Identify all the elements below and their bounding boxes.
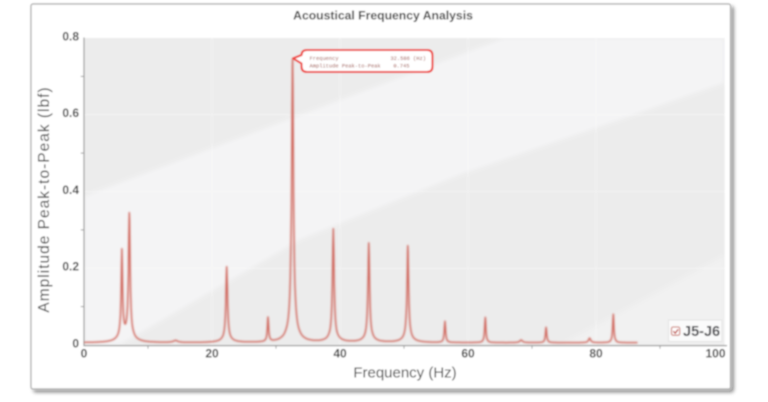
svg-text:0.745: 0.745 bbox=[393, 64, 409, 70]
svg-text:60: 60 bbox=[461, 347, 475, 361]
svg-text:80: 80 bbox=[589, 347, 603, 361]
svg-text:20: 20 bbox=[205, 347, 219, 361]
svg-text:Acoustical Frequency Analysis: Acoustical Frequency Analysis bbox=[293, 9, 473, 23]
svg-text:0.4: 0.4 bbox=[62, 183, 79, 197]
svg-text:0.6: 0.6 bbox=[62, 106, 79, 120]
svg-text:0: 0 bbox=[81, 347, 88, 361]
svg-text:Frequency (Hz): Frequency (Hz) bbox=[353, 365, 456, 382]
svg-text:Frequency: Frequency bbox=[310, 56, 340, 62]
svg-text:0.8: 0.8 bbox=[62, 29, 79, 43]
svg-text:Amplitude Peak-to-Peak (lbf): Amplitude Peak-to-Peak (lbf) bbox=[36, 86, 53, 312]
svg-text:Amplitude Peak-to-Peak: Amplitude Peak-to-Peak bbox=[310, 64, 381, 70]
svg-text:0: 0 bbox=[72, 336, 79, 350]
svg-text:32.586 (Hz): 32.586 (Hz) bbox=[390, 56, 426, 62]
svg-text:0.2: 0.2 bbox=[62, 260, 79, 274]
svg-text:J5-J6: J5-J6 bbox=[683, 324, 720, 340]
svg-text:100: 100 bbox=[705, 347, 725, 361]
svg-text:40: 40 bbox=[333, 347, 347, 361]
